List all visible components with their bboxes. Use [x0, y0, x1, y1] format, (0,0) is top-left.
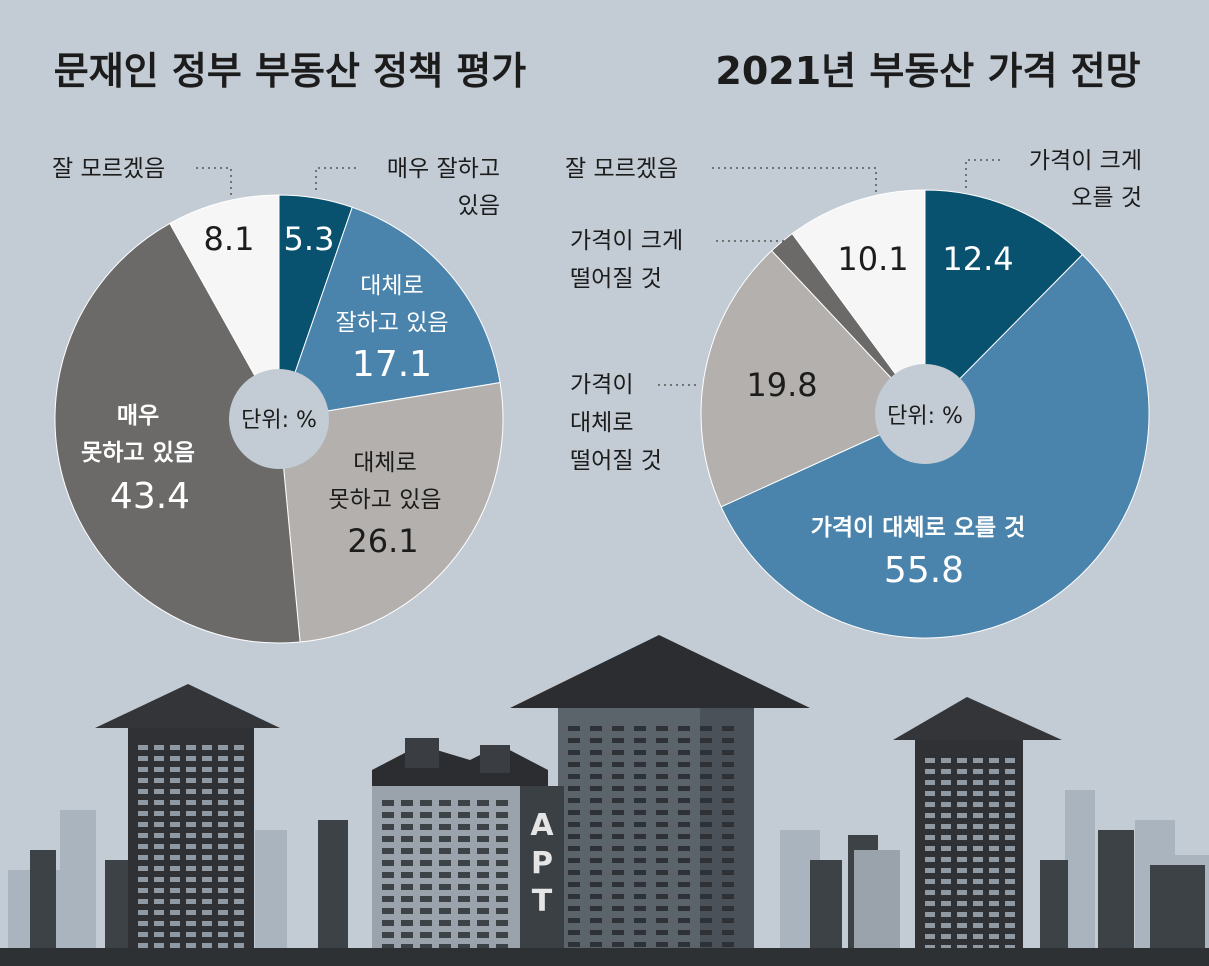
chart1-value-label-0: 5.3	[284, 220, 335, 258]
chart1-slice-label-very-bad: 매우 못하고 있음	[81, 403, 195, 466]
chart2-label-rise-much-line1: 가격이 크게	[1029, 148, 1142, 174]
apt-sign-p: P	[531, 846, 553, 881]
chart2-slice-4	[791, 189, 926, 416]
chart2-slice-label-rise-fair: 가격이 대체로 오를 것	[811, 515, 1025, 541]
chart2-title: 2021년 부동산 가격 전망	[715, 49, 1140, 93]
chart2-value-label-0: 12.4	[942, 240, 1013, 278]
chart2-slice-2	[700, 250, 926, 508]
chart2-unit: 단위: %	[887, 404, 963, 429]
chart1-slice-label-dontknow: 잘 모르겠음	[52, 156, 165, 182]
chart2-center-hole	[875, 364, 975, 464]
chart1-value-label-1: 17.1	[352, 344, 432, 385]
chart1-label-fair-bad-line2: 못하고 있음	[328, 487, 441, 513]
chart2-slice-label-fall-much: 가격이 크게 떨어질 것	[570, 228, 683, 292]
chart1-leader-dontknow	[196, 167, 232, 196]
ground	[0, 948, 1209, 966]
chart1-label-very-bad-line1: 매우	[117, 403, 159, 429]
chart1-value-label-2: 26.1	[347, 522, 418, 560]
chart1-label-fair-good-line2: 잘하고 있음	[335, 310, 448, 336]
chart1-slice-label-very-good: 매우 잘하고 있음	[387, 156, 500, 219]
chart1-label-very-good-line1: 매우 잘하고	[387, 156, 500, 182]
chart2-label-dontknow: 잘 모르겠음	[565, 156, 678, 182]
skyline-illustration: A P T	[0, 635, 1209, 966]
chart1-label-dontknow: 잘 모르겠음	[52, 156, 165, 182]
chart2-label-fall-much-line1: 가격이 크게	[570, 228, 683, 254]
chart1-slice-3	[54, 222, 301, 644]
chart2-label-fall-fair-line1: 가격이	[570, 372, 633, 398]
chart2-label-fall-fair-line3: 떨어질 것	[570, 448, 662, 474]
chart1-slice-2	[278, 381, 504, 643]
chart2-label-fall-much-line2: 떨어질 것	[570, 266, 662, 292]
chart2-leader-rise-much	[965, 159, 1000, 188]
apt-block: A P T	[372, 738, 564, 966]
chart1-value-label-4: 8.1	[204, 220, 255, 258]
chart2-label-fall-fair-line2: 대체로	[570, 410, 633, 436]
chart1-unit: 단위: %	[241, 408, 317, 433]
right-tower	[893, 697, 1062, 966]
chart2-value-label-1: 55.8	[884, 550, 964, 591]
chart1-center-hole	[229, 369, 329, 469]
chart2-value-label-3: 1.9	[0, 0, 25, 8]
chart1-slice-4	[169, 194, 280, 421]
pie-chart-policy-evaluation: 5.3 17.1 26.1 43.4 8.1	[54, 194, 504, 644]
chart1-slice-1	[278, 206, 501, 420]
chart2-slice-label-dontknow: 잘 모르겠음	[565, 156, 678, 182]
chart2-label-rise-much-line2: 오를 것	[1071, 185, 1142, 211]
apt-sign-t: T	[532, 884, 553, 919]
chart1-label-very-bad-line2: 못하고 있음	[81, 440, 195, 466]
pie-chart-price-outlook: 12.4 55.8 19.8 1.9 10.1	[0, 0, 1150, 639]
chart2-slice-0	[924, 189, 1084, 416]
chart2-slice-label-fall-fair: 가격이 대체로 떨어질 것	[570, 372, 662, 474]
chart1-label-fair-bad-line1: 대체로	[353, 450, 416, 476]
left-tower	[95, 684, 280, 966]
chart1-slice-label-fair-bad: 대체로 못하고 있음	[328, 450, 441, 513]
chart1-value-label-3: 43.4	[110, 476, 190, 517]
chart1-label-fair-good-line1: 대체로	[360, 273, 423, 299]
chart1-leader-very-good	[315, 167, 356, 194]
center-tower	[510, 635, 810, 966]
chart2-leader-dontknow	[712, 167, 877, 194]
chart2-slice-label-rise-much: 가격이 크게 오를 것	[1029, 148, 1142, 211]
chart1-slice-label-fair-good: 대체로 잘하고 있음	[335, 273, 448, 336]
chart2-value-label-4: 10.1	[837, 240, 908, 278]
chart1-title: 문재인 정부 부동산 정책 평가	[54, 49, 526, 93]
chart2-label-rise-fair: 가격이 대체로 오를 것	[811, 515, 1025, 541]
chart1-label-very-good-line2: 있음	[458, 193, 500, 219]
apt-sign: A	[530, 808, 554, 843]
chart2-value-label-2: 19.8	[746, 366, 817, 404]
